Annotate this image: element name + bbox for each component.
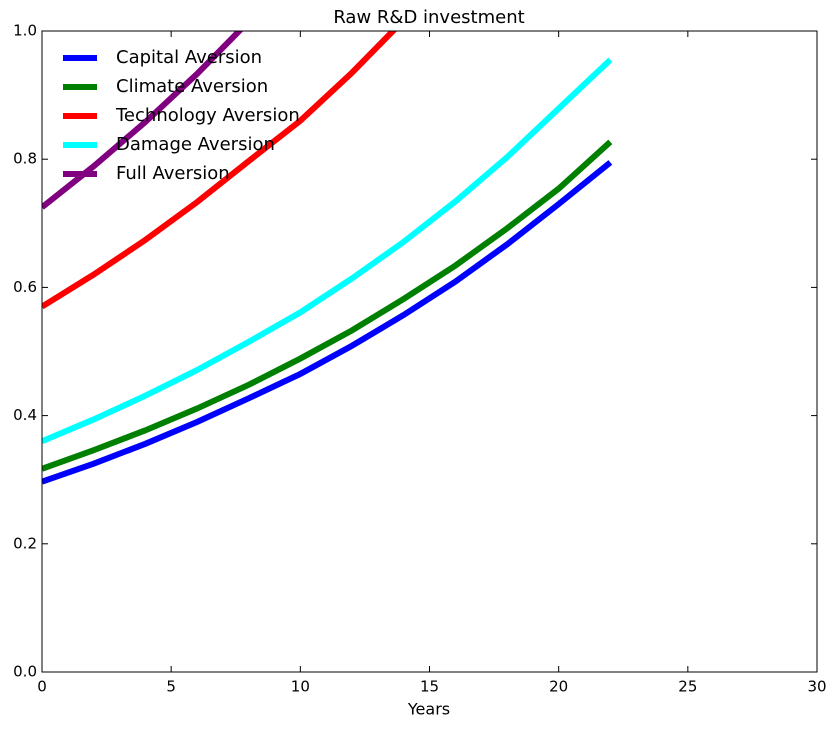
chart-title: Raw R&D investment (333, 7, 524, 28)
legend-label: Capital Aversion (116, 47, 262, 68)
x-tick-label: 30 (807, 678, 826, 696)
y-tick-label: 0.2 (13, 534, 37, 552)
x-axis-label: Years (407, 700, 450, 719)
x-tick-label: 0 (37, 678, 47, 696)
x-tick-label: 20 (549, 678, 568, 696)
y-tick-label: 1.0 (13, 22, 37, 40)
plot-lines (42, 31, 613, 485)
y-tick-label: 0.0 (13, 663, 37, 681)
series-line (42, 160, 613, 485)
x-tick-label: 5 (166, 678, 176, 696)
y-tick-label: 0.6 (13, 278, 37, 296)
y-tick-label: 0.8 (13, 150, 37, 168)
y-tick-label: 0.4 (13, 406, 37, 424)
legend-label: Full Aversion (116, 163, 230, 184)
x-tick-label: 15 (420, 678, 439, 696)
x-tick-label: 10 (291, 678, 310, 696)
series-line (42, 31, 398, 310)
legend-label: Technology Aversion (115, 105, 300, 126)
series-line (42, 57, 613, 445)
x-tick-label: 25 (678, 678, 697, 696)
plot-frame (41, 30, 818, 673)
series-line (42, 139, 613, 472)
legend-label: Climate Aversion (116, 76, 268, 97)
legend-label: Damage Aversion (116, 134, 275, 155)
series-line (42, 31, 244, 210)
